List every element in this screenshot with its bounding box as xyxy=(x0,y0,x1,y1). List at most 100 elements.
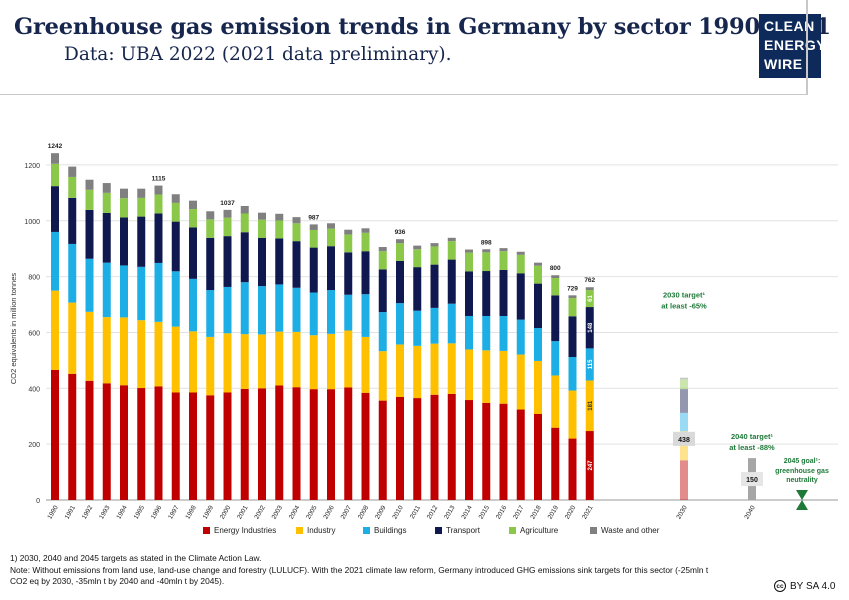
bar-segment-transport xyxy=(430,264,439,308)
x-tick-label: 1994 xyxy=(115,504,128,520)
bar-segment-buildings xyxy=(120,265,128,318)
bar-segment-energy xyxy=(206,395,215,500)
bar-segment-agriculture xyxy=(499,251,508,270)
bar-segment-waste xyxy=(585,287,594,291)
creative-commons-icon: cc xyxy=(774,580,786,592)
legend-swatch-waste xyxy=(590,527,597,534)
header-divider xyxy=(0,94,808,95)
bar-segment-transport xyxy=(361,251,370,295)
bar-segment-transport xyxy=(206,237,215,291)
bar-segment-agriculture xyxy=(327,228,335,247)
bar-segment-agriculture xyxy=(585,290,594,308)
license-badge: cc BY SA 4.0 xyxy=(774,580,835,592)
legend-label-waste: Waste and other xyxy=(601,526,660,535)
bar-value-label-buildings: 115 xyxy=(588,359,594,369)
bar-segment-industry xyxy=(585,380,594,432)
bar-segment-waste xyxy=(102,183,111,193)
bar-segment-transport xyxy=(223,236,232,287)
bar-segment-buildings xyxy=(206,290,215,337)
x-tick-label: 1995 xyxy=(133,504,146,520)
x-tick-label: 2003 xyxy=(271,504,284,520)
x-tick-label: 2013 xyxy=(443,504,456,520)
bar-value-label-transport: 148 xyxy=(588,322,594,333)
neutrality-marker-bottom xyxy=(796,500,808,510)
bar-segment-buildings xyxy=(396,303,404,345)
bar-segment-waste xyxy=(154,185,163,195)
bar-segment-energy xyxy=(120,385,128,500)
target-bar-segment-energy xyxy=(680,460,688,500)
bar-segment-industry xyxy=(102,317,111,384)
bar-segment-industry xyxy=(68,302,77,374)
total-label: 762 xyxy=(584,277,595,284)
bar-segment-transport xyxy=(258,237,266,287)
bar-segment-agriculture xyxy=(551,278,560,296)
x-tick-label: 2004 xyxy=(288,504,301,520)
bar-segment-energy xyxy=(465,400,473,500)
bar-segment-agriculture xyxy=(189,209,197,228)
bar-segment-transport xyxy=(309,247,318,293)
bar-segment-energy xyxy=(309,389,318,500)
bar-segment-industry xyxy=(223,333,232,393)
bar-segment-waste xyxy=(258,212,266,220)
x-tick-label: 2005 xyxy=(305,504,318,520)
bar-segment-buildings xyxy=(137,266,146,321)
bar-segment-buildings xyxy=(258,286,266,335)
x-tick-label: 1997 xyxy=(167,504,180,520)
x-tick-label: 2015 xyxy=(478,504,491,520)
bar-segment-waste xyxy=(85,179,94,190)
bar-segment-industry xyxy=(240,334,249,389)
x-tick-label: 2019 xyxy=(547,504,560,520)
bar-segment-transport xyxy=(378,269,387,313)
x-tick-label: 2009 xyxy=(374,504,387,520)
total-label: 1242 xyxy=(48,143,63,150)
bar-value-label-agriculture: 61 xyxy=(588,295,594,302)
logo-line-2: ENERGY xyxy=(764,37,827,53)
bar-segment-energy xyxy=(327,389,335,500)
legend-swatch-energy xyxy=(203,527,210,534)
bar-segment-waste xyxy=(344,229,353,235)
bar-segment-buildings xyxy=(309,292,318,336)
x-tick-label: 2006 xyxy=(322,504,335,520)
bar-segment-waste xyxy=(378,247,387,252)
bar-segment-agriculture xyxy=(51,163,59,187)
y-tick-label: 0 xyxy=(36,498,40,505)
target-value-label: 150 xyxy=(746,477,758,484)
target-title: 2040 target¹ xyxy=(731,432,774,441)
bar-segment-industry xyxy=(344,330,353,388)
bar-segment-agriculture xyxy=(68,176,77,198)
bar-segment-buildings xyxy=(534,327,542,361)
bar-segment-agriculture xyxy=(292,223,301,242)
bar-segment-buildings xyxy=(292,287,301,332)
target-title: 2045 goal¹: xyxy=(784,458,821,465)
bar-segment-buildings xyxy=(327,290,335,334)
bar-segment-buildings xyxy=(516,319,525,355)
bar-segment-energy xyxy=(413,398,422,500)
bar-segment-energy xyxy=(396,396,404,500)
bar-segment-transport xyxy=(275,238,284,285)
bar-segment-buildings xyxy=(465,315,473,350)
legend-label-energy: Energy Industries xyxy=(214,526,276,535)
bar-segment-energy xyxy=(568,438,577,500)
bar-segment-industry xyxy=(499,350,508,404)
target-subtitle: at least -65% xyxy=(661,302,707,311)
bar-segment-agriculture xyxy=(223,217,232,237)
bar-segment-agriculture xyxy=(344,234,353,253)
bar-segment-industry xyxy=(189,331,197,393)
neutrality-marker-top xyxy=(796,490,808,500)
bar-segment-agriculture xyxy=(154,194,163,214)
bar-segment-industry xyxy=(551,375,560,428)
bar-segment-waste xyxy=(551,275,560,279)
bar-segment-energy xyxy=(534,413,542,500)
bar-segment-transport xyxy=(85,209,94,259)
legend-label-transport: Transport xyxy=(446,526,481,535)
bar-segment-waste xyxy=(189,200,197,210)
bar-segment-transport xyxy=(585,307,594,349)
bar-segment-industry xyxy=(534,360,542,414)
total-label: 898 xyxy=(481,239,492,246)
bar-segment-agriculture xyxy=(120,198,128,218)
bar-segment-transport xyxy=(154,213,163,263)
legend-label-industry: Industry xyxy=(307,526,335,535)
bar-segment-industry xyxy=(378,351,387,401)
x-tick-label: 2017 xyxy=(512,504,525,520)
bar-segment-transport xyxy=(568,316,577,358)
